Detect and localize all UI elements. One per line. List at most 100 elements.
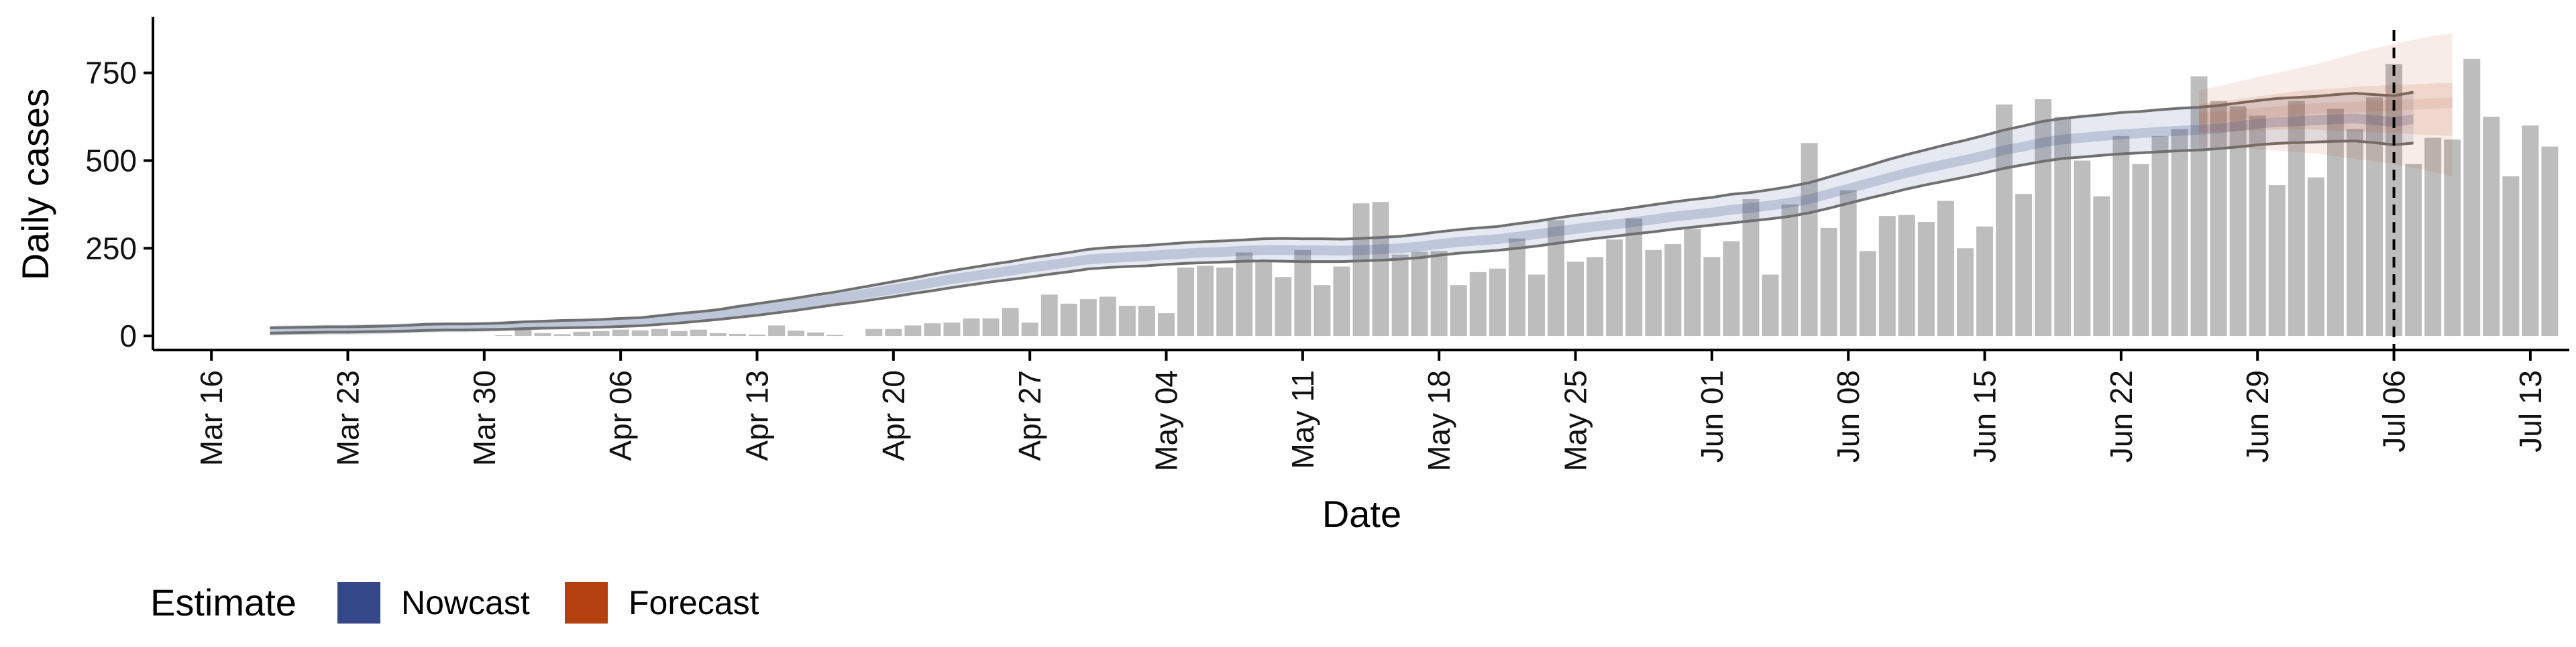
x-tick-label: Apr 27 — [1012, 370, 1047, 461]
bar — [1372, 202, 1389, 337]
axes-layer: 0 250 500 750 Mar 16 Mar 23 Mar 30 Apr 06 Apr 13… — [85, 17, 2569, 471]
bar — [1762, 274, 1779, 337]
bar — [1547, 220, 1564, 337]
bar — [2151, 135, 2169, 337]
bar — [1489, 268, 1506, 337]
bar — [2015, 194, 2033, 337]
legend-label-nowcast: Nowcast — [401, 584, 530, 622]
bar — [1508, 238, 1525, 337]
bar — [1138, 306, 1155, 337]
bars-layer — [495, 58, 2559, 337]
bar — [904, 325, 922, 337]
bar — [768, 325, 786, 337]
y-tick-label: 750 — [85, 56, 137, 91]
bar — [631, 330, 649, 337]
forecast-inner-band — [2199, 82, 2453, 136]
bar — [1079, 299, 1097, 337]
bar — [573, 331, 590, 337]
bar — [2093, 196, 2110, 337]
x-tick-label: Jun 15 — [1968, 370, 2002, 463]
bar — [2541, 146, 2559, 337]
x-tick-label: Jul 13 — [2513, 370, 2548, 453]
bar — [1352, 203, 1370, 337]
x-tick-label: Jun 08 — [1831, 370, 1866, 463]
bar — [826, 335, 844, 337]
bar — [2366, 97, 2383, 337]
x-tick-label: Jun 29 — [2240, 370, 2275, 463]
bar — [1684, 229, 1701, 337]
bar — [1937, 200, 1954, 337]
bar — [2035, 99, 2052, 337]
y-tick-label: 250 — [85, 231, 137, 266]
bar — [2268, 185, 2286, 337]
bar — [1567, 261, 1585, 337]
bar — [2405, 164, 2422, 337]
legend-swatch-forecast — [565, 582, 608, 624]
bar — [885, 329, 902, 337]
legend-title: Estimate — [150, 581, 297, 624]
legend-swatch-nowcast — [337, 582, 380, 624]
bar — [2502, 176, 2520, 337]
bar — [2190, 76, 2208, 337]
bar — [2522, 125, 2539, 337]
bar — [807, 332, 824, 337]
x-tick-label: Apr 13 — [740, 370, 775, 461]
bar — [1625, 218, 1643, 337]
bar — [1839, 190, 1857, 337]
bar — [1723, 241, 1740, 337]
bar — [1859, 251, 1876, 337]
bar — [1645, 249, 1662, 337]
bar — [1664, 244, 1682, 337]
bar — [749, 334, 765, 337]
x-tick-label: Jun 22 — [2104, 370, 2139, 463]
bar — [1781, 204, 1799, 337]
bar — [1917, 222, 1935, 337]
y-tick-label: 0 — [119, 318, 137, 353]
bar — [729, 333, 746, 337]
bar — [1801, 143, 1818, 337]
bar — [495, 335, 513, 337]
bar — [1118, 306, 1136, 337]
bar — [670, 331, 688, 337]
bar — [788, 331, 805, 337]
bar — [2424, 137, 2442, 337]
bar — [924, 323, 941, 337]
bar — [1197, 266, 1214, 337]
bar — [1236, 252, 1253, 337]
x-tick-label: May 11 — [1285, 370, 1320, 469]
bar — [1606, 239, 1623, 337]
bar — [2463, 58, 2481, 337]
y-axis-title: Daily cases — [14, 89, 56, 280]
nowcast-outer-band — [270, 92, 2414, 333]
nowcast-layer — [270, 91, 2414, 336]
y-tick-label: 500 — [85, 143, 137, 178]
bar — [1255, 260, 1273, 337]
bar — [534, 333, 551, 337]
bar — [1469, 272, 1487, 337]
bar — [2307, 177, 2324, 337]
forecast-outer-band — [2199, 34, 2453, 177]
bar — [2112, 135, 2130, 337]
bar — [1411, 251, 1428, 337]
bar — [2229, 106, 2247, 337]
bar — [2326, 109, 2344, 337]
bar — [2054, 117, 2072, 337]
bar — [1996, 104, 2013, 337]
bar — [963, 318, 980, 337]
x-tick-label: Jul 06 — [2377, 370, 2412, 453]
x-tick-label: May 04 — [1149, 370, 1184, 471]
x-tick-label: May 25 — [1558, 370, 1593, 471]
nowcast-lower-line — [270, 139, 2414, 335]
forecast-mid-band — [2199, 97, 2453, 124]
x-tick-label: Mar 30 — [467, 370, 502, 466]
bar — [2132, 164, 2149, 337]
x-tick-label: Mar 16 — [194, 370, 229, 466]
bar — [1177, 268, 1195, 337]
bar — [592, 331, 610, 337]
bar — [1021, 322, 1038, 337]
x-tick-label: Mar 23 — [330, 370, 365, 466]
bar — [1703, 257, 1721, 337]
bar — [1216, 268, 1234, 337]
bar — [1275, 277, 1292, 337]
